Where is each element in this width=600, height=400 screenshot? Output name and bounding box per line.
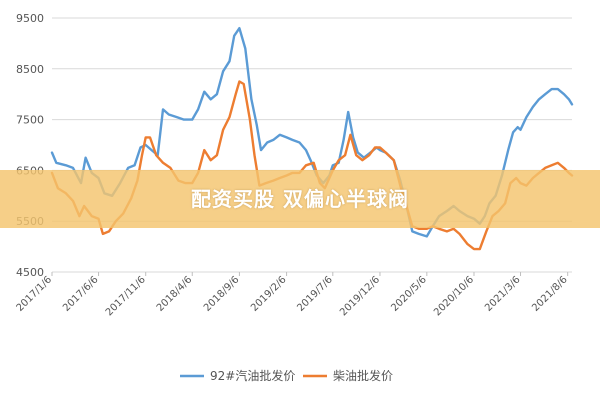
x-tick-label: 2020/10/6 [432,274,476,318]
x-tick-label: 2019/7/6 [295,274,335,314]
x-tick-label: 2020/5/6 [389,274,429,314]
x-tick-label: 2021/8/6 [530,274,570,314]
x-tick-label: 2018/4/6 [155,274,195,314]
y-tick-label: 9500 [16,12,44,25]
x-tick-label: 2017/11/6 [104,274,148,318]
x-tick-label: 2019/2/6 [249,274,289,314]
y-tick-label: 4500 [16,266,44,279]
gridlines [52,17,572,273]
x-tick-label: 2021/3/6 [483,274,523,314]
y-tick-label: 8500 [16,63,44,76]
watermark-banner: 配资买股 双偏心半球阀 [0,170,600,228]
legend: 92#汽油批发价 柴油批发价 [180,368,393,383]
x-tick-label: 2017/6/6 [61,274,101,314]
y-axis: 450055006500750085009500 [16,12,44,279]
legend-label-2: 柴油批发价 [333,368,393,383]
x-tick-label: 2018/9/6 [202,274,242,314]
legend-label-1: 92#汽油批发价 [210,368,295,383]
x-tick-label: 2019/12/6 [338,274,382,318]
watermark-text: 配资买股 双偏心半球阀 [191,187,409,211]
y-tick-label: 7500 [16,114,44,127]
x-axis: 2017/1/6 2017/6/6 2017/11/6 2018/4/6 2018/9/… [15,272,570,318]
x-tick-label: 2017/1/6 [15,274,55,314]
